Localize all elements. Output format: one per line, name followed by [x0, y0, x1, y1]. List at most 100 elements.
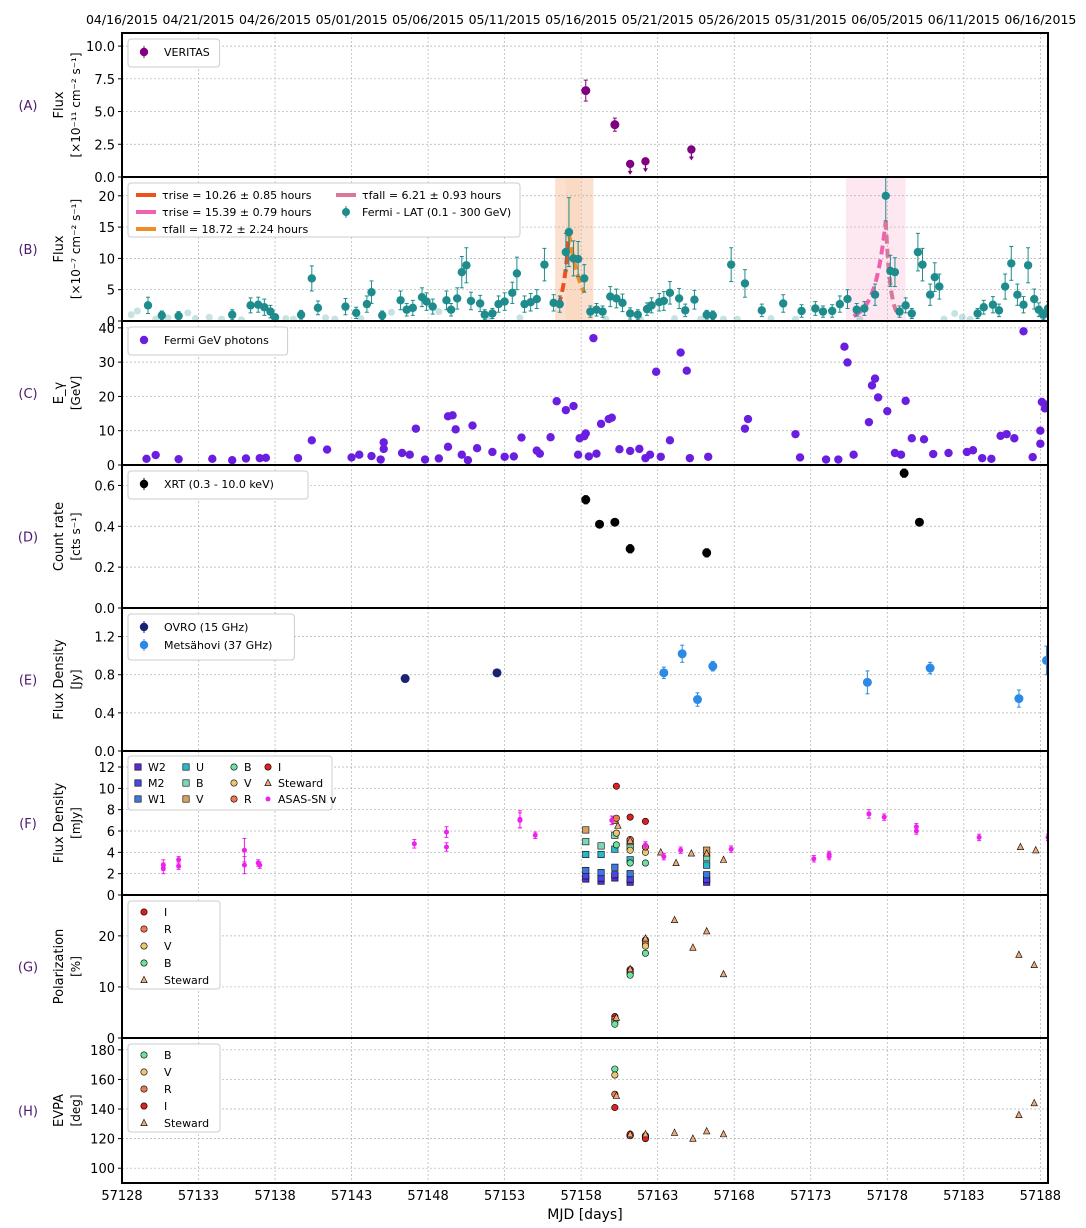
data-point [834, 455, 843, 464]
data-point [843, 294, 852, 304]
data-point [160, 862, 166, 868]
data-point [500, 452, 509, 461]
data-point [612, 814, 620, 822]
data-point [719, 1129, 728, 1138]
data-point [973, 309, 982, 318]
y-axis-label: Count rate [52, 502, 67, 571]
data-point [612, 294, 621, 303]
plot-area [122, 1038, 1048, 1183]
panel-frame [121, 32, 1049, 178]
data-point [890, 267, 900, 277]
data-point [685, 453, 695, 463]
data-point [708, 311, 718, 320]
legend-entry-label: V [164, 940, 172, 953]
data-point [626, 846, 634, 854]
data-point [610, 517, 620, 527]
y-tick-label: 20 [98, 930, 115, 945]
data-point [719, 969, 728, 978]
data-point [901, 301, 910, 310]
data-point [968, 446, 978, 455]
data-point [689, 1134, 697, 1142]
data-point [1030, 960, 1038, 968]
data-point [977, 453, 987, 463]
data-point [257, 862, 263, 868]
data-point [420, 455, 430, 464]
y-axis-label-units: [%] [69, 956, 83, 977]
data-point [827, 306, 837, 316]
y-tick-label: 15 [98, 221, 115, 236]
upper-limit-point [625, 159, 635, 169]
shaded-flare-window [845, 177, 906, 321]
data-point [866, 811, 872, 817]
data-point [674, 294, 684, 303]
data-point [840, 342, 849, 351]
data-point [677, 649, 687, 659]
data-point [726, 260, 736, 269]
data-point [642, 842, 648, 848]
data-point [797, 306, 806, 316]
top-date-tick-label: 04/16/2015 [86, 12, 158, 27]
legend-swatch [140, 908, 148, 916]
legend-entry-label: τfall = 18.72 ± 2.24 hours [162, 223, 308, 236]
top-date-tick-label: 05/16/2015 [545, 12, 617, 27]
y-tick-label: 0.0 [94, 745, 115, 760]
data-point [611, 1020, 619, 1028]
plot-area [122, 895, 1048, 1038]
x-tick-label: 57173 [790, 1189, 831, 1204]
data-point [208, 454, 217, 464]
data-point [626, 1129, 634, 1138]
legend-entry-label: Steward [164, 974, 209, 987]
data-point [397, 448, 407, 458]
data-point [626, 870, 634, 878]
data-point [645, 450, 655, 459]
x-tick-label: 57178 [867, 1189, 908, 1204]
data-point [1014, 694, 1024, 704]
y-tick-label: 4 [107, 846, 115, 861]
data-point [719, 855, 728, 863]
legend-swatch [230, 795, 238, 803]
data-point [569, 401, 578, 411]
data-point [665, 288, 675, 298]
y-tick-label: 0.0 [94, 602, 115, 617]
legend-entry-label: W1 [148, 793, 166, 806]
top-date-tick-label: 05/31/2015 [775, 12, 847, 27]
data-point [157, 311, 166, 320]
top-date-tick-label: 04/21/2015 [163, 12, 235, 27]
data-point [582, 826, 590, 834]
faded-data-point [733, 315, 741, 321]
legend-entry-label: Fermi - LAT (0.1 - 300 GeV) [362, 206, 511, 219]
data-point [703, 871, 711, 879]
top-date-tick-label: 06/05/2015 [851, 12, 923, 27]
panel-b: 0 5 10 15 20 (B) Flux [×10⁻⁷ cm⁻² s⁻¹] τrise = 1… [18, 176, 1049, 330]
upper-limit-point [687, 145, 696, 154]
data-point [446, 305, 456, 314]
data-point [901, 396, 910, 406]
data-point [442, 296, 451, 305]
legend-entry-label: Metsähovi (37 GHz) [164, 639, 272, 652]
data-point [322, 445, 332, 454]
data-point [266, 307, 275, 316]
data-point [443, 844, 449, 850]
data-point [293, 453, 303, 463]
data-point [849, 450, 858, 459]
data-point [508, 288, 517, 298]
data-point [597, 850, 605, 858]
plot-area [122, 177, 1048, 321]
legend-swatch [182, 763, 190, 771]
faded-data-point [357, 314, 365, 321]
faded-data-point [767, 314, 775, 321]
data-point [580, 274, 589, 283]
data-point [379, 444, 388, 454]
data-point [1030, 294, 1039, 304]
data-point [1030, 1098, 1038, 1107]
data-point [670, 915, 679, 924]
faded-data-point [435, 308, 443, 316]
data-point [704, 452, 713, 461]
data-point [692, 695, 702, 705]
y-tick-label: 6 [107, 825, 115, 840]
y-tick-label: 10 [98, 782, 115, 797]
panel-frame [121, 1037, 1049, 1184]
legend-entry-label: XRT (0.3 - 10.0 keV) [164, 478, 274, 491]
data-point [377, 311, 387, 320]
